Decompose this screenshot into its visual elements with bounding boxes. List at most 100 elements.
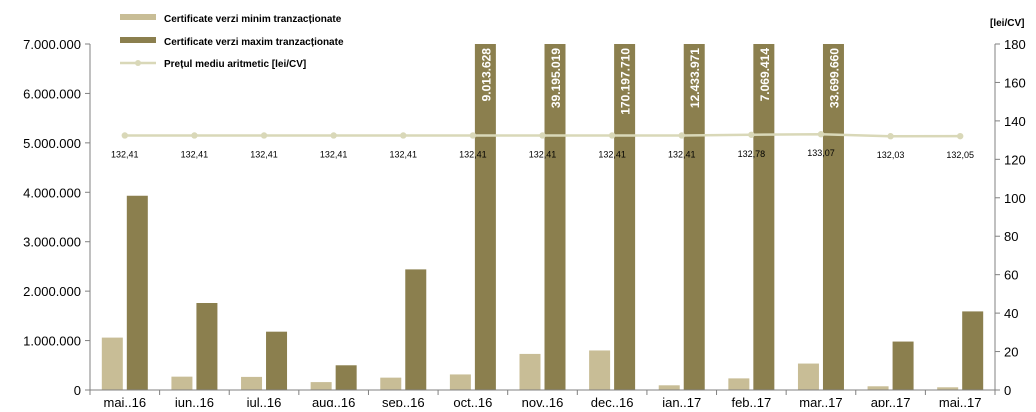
right-tick-label: 180 <box>1004 37 1026 52</box>
bar-max <box>822 44 844 390</box>
price-point <box>539 132 546 139</box>
price-data-label: 132,41 <box>598 149 626 159</box>
x-tick-label: sep..16 <box>382 395 425 407</box>
bar-min <box>589 350 611 390</box>
left-tick-label: 2.000.000 <box>23 284 81 299</box>
bars-layer <box>101 44 984 390</box>
bar-min <box>380 377 402 390</box>
price-point <box>121 132 129 139</box>
bar-max-data-label: 39.195.019 <box>549 48 563 108</box>
left-tick-label: 3.000.000 <box>23 235 81 250</box>
right-tick-label: 20 <box>1004 345 1018 360</box>
bar-min <box>519 353 541 390</box>
price-data-label: 132,41 <box>390 149 418 159</box>
x-tick-label: nov..16 <box>522 395 564 407</box>
left-tick-label: 4.000.000 <box>23 185 81 200</box>
x-tick-label: mar..17 <box>799 395 842 407</box>
x-tick-label: oct..16 <box>453 395 492 407</box>
x-tick-label: apr..17 <box>871 395 911 407</box>
price-data-label: 132,41 <box>111 149 139 159</box>
right-tick-label: 140 <box>1004 114 1026 129</box>
bar-max <box>405 269 427 390</box>
left-tick-label: 1.000.000 <box>23 334 81 349</box>
price-line-layer <box>121 131 964 140</box>
price-data-label: 132,41 <box>320 149 348 159</box>
price-point <box>887 133 894 140</box>
bar-max <box>753 44 775 390</box>
bar-max-data-label: 12.433.971 <box>688 48 702 108</box>
legend-label-min: Certificate verzi minim tranzacționate <box>164 14 342 25</box>
left-tick-label: 7.000.000 <box>23 37 81 52</box>
price-point <box>678 132 685 139</box>
bar-min <box>658 385 680 390</box>
price-data-label: 132,41 <box>250 149 278 159</box>
bar-max <box>892 341 914 390</box>
bar-min <box>310 382 332 390</box>
price-data-label: 132,78 <box>738 149 766 159</box>
price-point <box>469 132 477 139</box>
price-point <box>608 132 616 139</box>
price-data-label: 132,41 <box>668 149 696 159</box>
legend-label-max: Certificate verzi maxim tranzacționate <box>164 37 344 48</box>
right-tick-label: 60 <box>1004 268 1018 283</box>
labels-layer: 9.013.628 39.195.019 170.197.710 12.433.971… <box>111 48 974 161</box>
x-tick-label: mai..17 <box>939 395 982 407</box>
left-tick-label: 5.000.000 <box>23 136 81 151</box>
bar-max <box>614 44 636 390</box>
x-tick-label: feb..17 <box>731 395 771 407</box>
price-data-label: 132,03 <box>877 150 905 160</box>
x-tick-label: ian..17 <box>662 395 701 407</box>
right-tick-label: 40 <box>1004 306 1018 321</box>
legend-swatch-price-marker <box>135 60 141 66</box>
bar-min <box>728 378 750 390</box>
price-data-label: 133,07 <box>807 148 835 158</box>
bar-min <box>449 374 471 390</box>
price-data-label: 132,05 <box>946 150 974 160</box>
bar-max <box>196 303 218 390</box>
bar-max <box>335 365 357 390</box>
bar-max <box>962 311 984 390</box>
bar-max-data-label: 33.699.660 <box>827 48 841 108</box>
right-tick-label: 120 <box>1004 152 1026 167</box>
price-point <box>191 132 198 139</box>
bar-max <box>683 44 705 390</box>
bar-max-data-label: 170.197.710 <box>619 48 633 115</box>
left-tick-label: 6.000.000 <box>23 86 81 101</box>
x-tick-label: iun..16 <box>175 395 214 407</box>
price-point <box>748 131 755 138</box>
price-point <box>260 132 268 139</box>
price-point <box>956 132 964 140</box>
price-point <box>817 131 825 138</box>
right-axis-unit-label: [lei/CV] <box>990 18 1024 29</box>
axes-layer: 0 1.000.000 2.000.000 3.000.000 4.000.000 5.0… <box>23 37 1026 410</box>
bar-min <box>241 376 263 390</box>
left-tick-label: 0 <box>74 383 81 398</box>
x-tick-label: dec..16 <box>591 395 634 407</box>
legend: Certificate verzi minim tranzacționate C… <box>120 14 344 70</box>
right-tick-label: 80 <box>1004 229 1018 244</box>
bar-min <box>797 363 819 390</box>
price-data-label: 132,41 <box>181 149 209 159</box>
bar-min <box>937 387 959 390</box>
bar-max <box>474 44 496 390</box>
price-data-label: 132,41 <box>529 149 557 159</box>
bar-max-data-label: 9.013.628 <box>479 48 493 102</box>
legend-swatch-min <box>120 14 156 20</box>
price-point <box>330 132 337 139</box>
x-tick-label: mai..16 <box>103 395 146 407</box>
bar-min <box>867 386 889 390</box>
bar-min <box>171 376 193 390</box>
bar-max <box>544 44 566 390</box>
legend-swatch-max <box>120 37 156 43</box>
bar-max <box>126 195 148 390</box>
bar-max-data-label: 7.069.414 <box>758 48 772 102</box>
price-point <box>400 132 407 139</box>
right-tick-label: 100 <box>1004 191 1026 206</box>
bar-min <box>101 337 123 390</box>
x-tick-label: aug..16 <box>312 395 355 407</box>
right-tick-label: 0 <box>1004 383 1011 398</box>
bar-max <box>266 331 288 390</box>
x-tick-label: iul..16 <box>247 395 282 407</box>
